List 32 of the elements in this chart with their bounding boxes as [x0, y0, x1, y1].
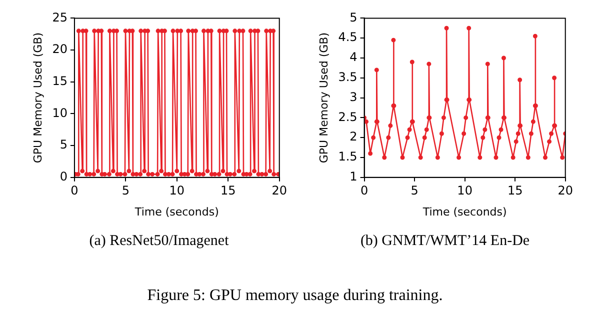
y-tick-label: 0: [60, 170, 68, 184]
y-tick-label: 1: [350, 170, 358, 184]
x-tick-label: 15: [220, 184, 236, 198]
y-tick-label: 5: [60, 138, 68, 152]
x-tick-label: 20: [558, 184, 574, 198]
y-tick-label: 4.5: [338, 30, 358, 44]
y-tick-label: 3: [350, 90, 358, 104]
x-tick-label: 0: [70, 184, 78, 198]
x-axis-title: Time (seconds): [134, 205, 219, 218]
text: (b) GNMT/WMT’14 En-De: [359, 233, 531, 250]
x-tick-label: 5: [410, 184, 418, 198]
text: (a) ResNet50/Imagenet: [88, 233, 230, 250]
y-tick-label: 25: [52, 10, 68, 24]
y-tick-label: 3.5: [338, 70, 358, 84]
x-tick-label: 5: [122, 184, 130, 198]
y-tick-label: 15: [52, 74, 68, 88]
x-tick-label: 10: [457, 184, 472, 198]
y-tick-label: 2: [350, 130, 358, 144]
y-axis-title: GPU Memory Used (GB): [317, 32, 330, 164]
y-tick-label: 4: [350, 50, 358, 64]
y-tick-label: 1.5: [338, 150, 358, 164]
x-tick-label: 15: [507, 184, 523, 198]
caption: Figure 5: GPU memory usage during training.: [146, 287, 444, 305]
x-tick-label: 10: [169, 184, 185, 198]
y-tick-label: 2.5: [338, 110, 358, 124]
y-tick-label: 10: [52, 106, 68, 120]
y-axis-title: GPU Memory Used (GB): [31, 32, 44, 164]
x-axis-title: Time (seconds): [422, 205, 507, 218]
x-tick-label: 20: [272, 184, 288, 198]
y-tick-label: 20: [52, 42, 68, 56]
x-tick-label: 0: [360, 184, 368, 198]
y-tick-label: 5: [350, 10, 358, 24]
